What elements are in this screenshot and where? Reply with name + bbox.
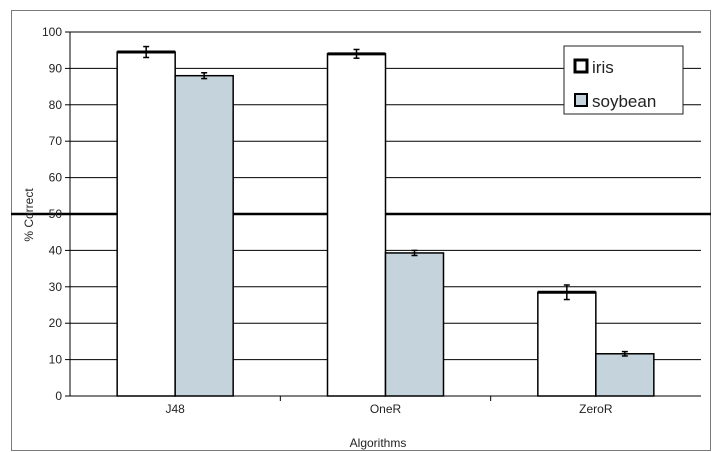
legend-swatch-iris — [573, 58, 589, 74]
bars — [116, 45, 655, 397]
bar-soybean-zeror — [595, 353, 655, 397]
legend-label-iris: iris — [592, 58, 614, 77]
y-tick-label: 20 — [49, 316, 63, 330]
y-tick-label: 40 — [49, 243, 63, 257]
y-tick-label: 10 — [49, 353, 63, 367]
bar-soybean-j48 — [174, 74, 234, 397]
x-axis-label: Algorithms — [350, 436, 407, 450]
y-tick-label: 70 — [49, 134, 63, 148]
tick-labels: 0 10 20 30 40 50 60 70 80 90 100 J48 OneR ZeroR — [42, 25, 613, 416]
x-tick-label-zeror: ZeroR — [579, 402, 613, 416]
y-axis-label: % Correct — [22, 188, 36, 242]
bar-soybean-oner — [384, 252, 445, 397]
y-tick-label: 30 — [49, 280, 63, 294]
legend: iris soybean — [563, 45, 684, 115]
legend-label-soybean: soybean — [592, 92, 656, 111]
y-tick-label: 0 — [55, 389, 62, 403]
y-tick-label: 80 — [49, 98, 63, 112]
x-tick-label-oner: OneR — [370, 402, 402, 416]
bar-iris-oner — [326, 53, 387, 397]
y-tick-label: 50 — [49, 207, 63, 221]
legend-swatch-soybean — [574, 93, 588, 107]
y-tick-label: 100 — [42, 25, 62, 39]
y-tick-label: 90 — [49, 61, 63, 75]
axes — [65, 31, 701, 401]
bar-iris-j48 — [116, 51, 176, 397]
y-tick-label: 60 — [49, 171, 63, 185]
bar-iris-zeror — [537, 291, 597, 397]
x-tick-label-j48: J48 — [165, 402, 185, 416]
